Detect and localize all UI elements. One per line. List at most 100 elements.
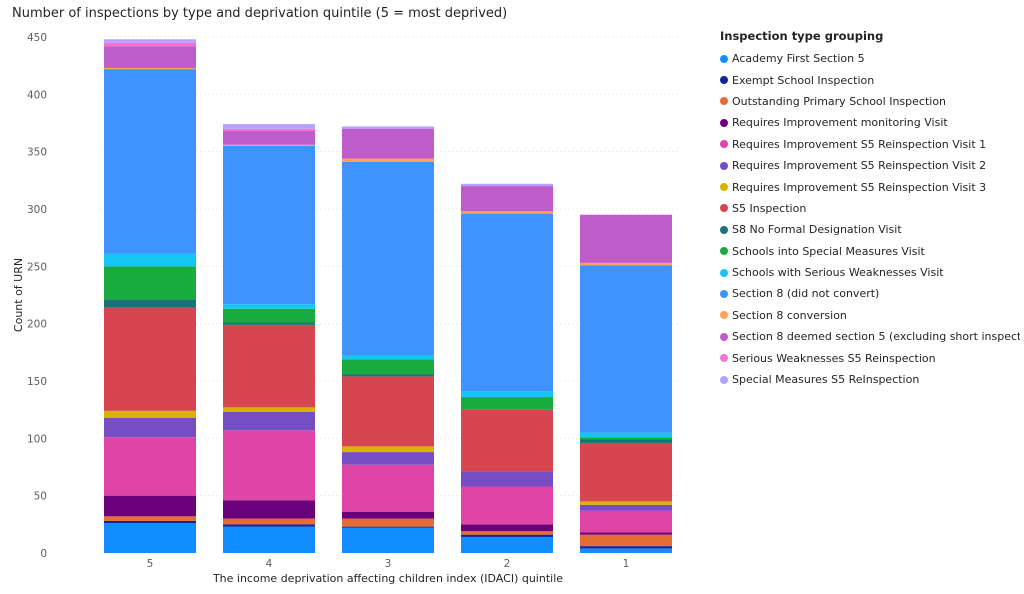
bar-segment[interactable] [580, 442, 672, 502]
bar-segment[interactable] [342, 359, 434, 375]
bars [104, 39, 672, 553]
bar-segment[interactable] [223, 526, 315, 553]
bar-segment[interactable] [223, 411, 315, 431]
bar-segment[interactable] [461, 397, 553, 410]
legend-item[interactable]: Serious Weaknesses S5 Reinspection [720, 347, 1020, 368]
legend-item[interactable]: Exempt School Inspection [720, 69, 1020, 90]
bar-segment[interactable] [104, 437, 196, 496]
x-tick-label: 1 [623, 558, 630, 570]
legend-item[interactable]: Schools with Serious Weaknesses Visit [720, 262, 1020, 283]
bar-segment[interactable] [223, 128, 315, 132]
legend-item[interactable]: Schools into Special Measures Visit [720, 241, 1020, 262]
bar-segment[interactable] [342, 128, 434, 159]
bar-segment[interactable] [342, 446, 434, 453]
bar-segment[interactable] [104, 495, 196, 517]
bar-segment[interactable] [342, 464, 434, 512]
bar-segment[interactable] [580, 262, 672, 266]
bar-segment[interactable] [580, 510, 672, 533]
bar-segment[interactable] [461, 486, 553, 525]
x-tick-label: 3 [385, 558, 392, 570]
bar-segment[interactable] [104, 42, 196, 47]
x-tick-label: 5 [147, 558, 154, 570]
bar-segment[interactable] [223, 430, 315, 501]
legend-item[interactable]: Requires Improvement S5 Reinspection Vis… [720, 176, 1020, 197]
bar-segment[interactable] [342, 161, 434, 356]
bar-segment[interactable] [580, 504, 672, 511]
bar-segment[interactable] [580, 546, 672, 549]
bar-segment[interactable] [461, 536, 553, 553]
bar-segment[interactable] [461, 524, 553, 532]
bar-segment[interactable] [461, 391, 553, 398]
bar-segment[interactable] [580, 501, 672, 505]
legend-title: Inspection type grouping [720, 29, 884, 43]
bar-segment[interactable] [104, 67, 196, 70]
bar-segment[interactable] [580, 214, 672, 263]
bar-segment[interactable] [223, 324, 315, 408]
bar-segment[interactable] [580, 437, 672, 440]
bar-segment[interactable] [461, 186, 553, 212]
legend-swatch-icon [720, 54, 728, 63]
bar-segment[interactable] [223, 308, 315, 323]
bar-segment[interactable] [342, 374, 434, 377]
bar-segment[interactable] [104, 39, 196, 43]
bar-segment[interactable] [104, 410, 196, 418]
bar-segment[interactable] [342, 452, 434, 465]
legend-item[interactable]: Section 8 conversion [720, 305, 1020, 326]
bar-segment[interactable] [223, 500, 315, 519]
bar-segment[interactable] [104, 253, 196, 267]
legend-swatch-icon [720, 118, 728, 127]
bar-segment[interactable] [104, 417, 196, 438]
bar-segment[interactable] [342, 518, 434, 527]
bar-segment[interactable] [104, 46, 196, 68]
bar-segment[interactable] [104, 69, 196, 254]
legend-swatch-icon [720, 247, 728, 256]
legend-item[interactable]: Requires Improvement S5 Reinspection Vis… [720, 155, 1020, 176]
bar-segment[interactable] [580, 439, 672, 443]
bar-segment[interactable] [342, 126, 434, 129]
legend-item[interactable]: Special Measures S5 ReInspection [720, 369, 1020, 390]
bar-segment[interactable] [223, 518, 315, 525]
x-axis-title: The income deprivation affecting childre… [212, 572, 563, 585]
bar-segment[interactable] [461, 409, 553, 472]
bar-segment[interactable] [461, 213, 553, 392]
legend-item[interactable]: Requires Improvement monitoring Visit [720, 112, 1020, 133]
bar-segment[interactable] [342, 511, 434, 519]
legend-item[interactable]: S8 No Formal Designation Visit [720, 219, 1020, 240]
bar-segment[interactable] [461, 211, 553, 214]
bar-segment[interactable] [342, 158, 434, 162]
bar-segment[interactable] [104, 307, 196, 411]
bar-segment[interactable] [223, 524, 315, 527]
bar-segment[interactable] [461, 531, 553, 535]
legend-label: Serious Weaknesses S5 Reinspection [732, 351, 936, 365]
bar-segment[interactable] [223, 304, 315, 309]
bar-segment[interactable] [461, 183, 553, 187]
bar-segment[interactable] [342, 527, 434, 553]
bar-segment[interactable] [223, 131, 315, 145]
bar-segment[interactable] [342, 376, 434, 447]
legend-item[interactable]: Academy First Section 5 [720, 48, 1020, 69]
bar-segment[interactable] [223, 407, 315, 412]
bar-segment[interactable] [223, 322, 315, 325]
bar-segment[interactable] [223, 144, 315, 146]
bar-segment[interactable] [104, 520, 196, 524]
legend-item[interactable]: S5 Inspection [720, 198, 1020, 219]
bar-segment[interactable] [104, 299, 196, 308]
bar-segment[interactable] [342, 526, 434, 528]
bar-segment[interactable] [580, 432, 672, 438]
bar-segment[interactable] [104, 266, 196, 300]
bar-segment[interactable] [580, 265, 672, 433]
bar-segment[interactable] [580, 534, 672, 547]
legend-item[interactable]: Section 8 deemed section 5 (excluding sh… [720, 326, 1020, 347]
bar-segment[interactable] [580, 532, 672, 535]
bar-segment[interactable] [223, 145, 315, 305]
legend-item[interactable]: Section 8 (did not convert) [720, 283, 1020, 304]
bar-segment[interactable] [342, 355, 434, 360]
legend-item[interactable]: Requires Improvement S5 Reinspection Vis… [720, 134, 1020, 155]
legend-item[interactable]: Outstanding Primary School Inspection [720, 91, 1020, 112]
bar-segment[interactable] [461, 534, 553, 537]
bar-segment[interactable] [580, 548, 672, 553]
bar-segment[interactable] [461, 471, 553, 487]
bar-segment[interactable] [223, 124, 315, 129]
bar-segment[interactable] [104, 523, 196, 553]
bar-segment[interactable] [104, 516, 196, 521]
